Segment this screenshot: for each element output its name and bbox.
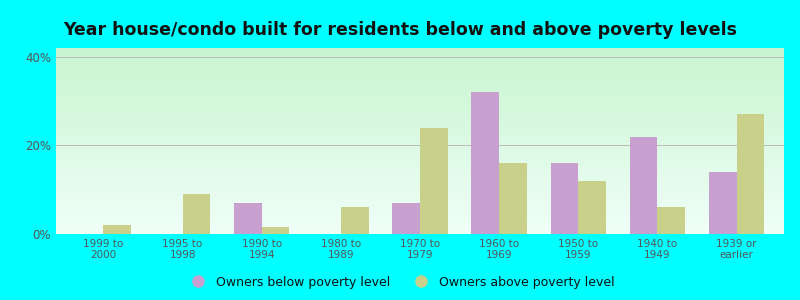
Legend: Owners below poverty level, Owners above poverty level: Owners below poverty level, Owners above… [181,271,619,294]
Bar [658,207,685,234]
Bar [550,163,578,234]
Bar [499,163,527,234]
Bar [737,114,764,234]
Bar [471,92,499,234]
Bar [392,203,420,234]
Bar [262,227,290,234]
Bar [103,225,131,234]
Bar [630,136,658,234]
Bar [420,128,448,234]
Bar [341,207,369,234]
Bar [709,172,737,234]
Bar [578,181,606,234]
Text: Year house/condo built for residents below and above poverty levels: Year house/condo built for residents bel… [63,21,737,39]
Bar [234,203,262,234]
Bar [182,194,210,234]
